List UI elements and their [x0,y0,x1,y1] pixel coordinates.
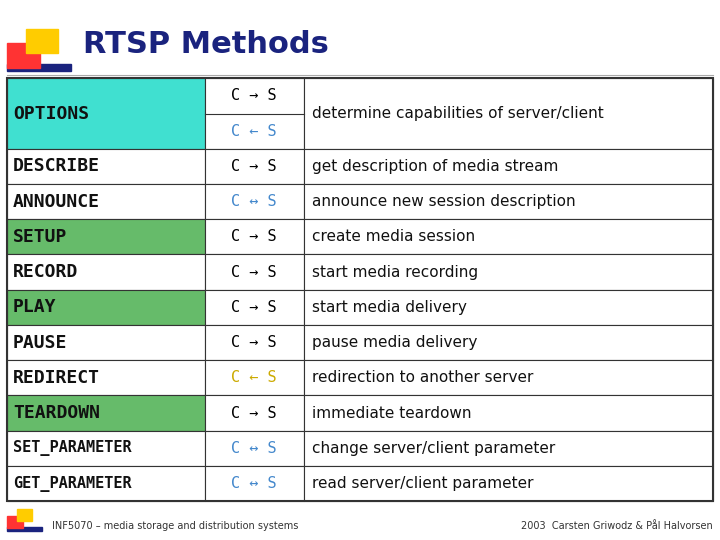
Text: SET_PARAMETER: SET_PARAMETER [13,440,132,456]
Text: C → S: C → S [231,335,277,350]
Text: C → S: C → S [231,265,277,280]
Text: PLAY: PLAY [13,298,56,316]
Bar [304,184,713,219]
Text: announce new session description: announce new session description [312,194,576,209]
Text: C ← S: C ← S [231,124,277,139]
Bar [204,78,304,149]
Text: get description of media stream: get description of media stream [312,159,559,174]
Bar [7,431,204,466]
Bar [7,64,71,71]
Bar [204,325,304,360]
Text: RECORD: RECORD [13,263,78,281]
Bar [304,325,713,360]
Text: RTSP Methods: RTSP Methods [83,30,328,59]
Bar [304,219,713,254]
Text: DESCRIBE: DESCRIBE [13,157,100,176]
Text: TEARDOWN: TEARDOWN [13,404,100,422]
Bar [204,466,304,501]
Text: immediate teardown: immediate teardown [312,406,472,421]
Bar [7,78,204,149]
Bar [204,219,304,254]
Bar [7,290,204,325]
Bar [7,526,42,531]
Text: C ↔ S: C ↔ S [231,476,277,491]
Text: C ↔ S: C ↔ S [231,441,277,456]
Text: 2003  Carsten Griwodz & Pål Halvorsen: 2003 Carsten Griwodz & Pål Halvorsen [521,521,713,531]
Text: C → S: C → S [231,159,277,174]
Bar [7,43,40,68]
Text: C ← S: C ← S [231,370,277,386]
Text: change server/client parameter: change server/client parameter [312,441,555,456]
Bar [204,431,304,466]
Text: create media session: create media session [312,230,475,245]
Bar [304,149,713,184]
Bar [7,254,204,290]
Text: start media recording: start media recording [312,265,478,280]
Text: SETUP: SETUP [13,228,68,246]
Bar [304,254,713,290]
Bar [204,395,304,431]
Text: INF5070 – media storage and distribution systems: INF5070 – media storage and distribution… [52,521,298,531]
Text: determine capabilities of server/client: determine capabilities of server/client [312,106,604,121]
Bar [7,395,204,431]
Bar [26,29,58,53]
Text: PAUSE: PAUSE [13,334,68,352]
Bar [204,184,304,219]
Bar [7,184,204,219]
Bar [304,395,713,431]
Bar [204,360,304,395]
Bar [204,254,304,290]
Text: read server/client parameter: read server/client parameter [312,476,534,491]
Bar [204,149,304,184]
Bar [7,78,713,501]
Bar [17,509,32,521]
Bar [7,325,204,360]
Text: C → S: C → S [231,230,277,245]
Bar [7,466,204,501]
Bar [204,290,304,325]
Bar [7,219,204,254]
Bar [7,149,204,184]
Text: REDIRECT: REDIRECT [13,369,100,387]
Bar [304,466,713,501]
Bar [304,360,713,395]
Text: GET_PARAMETER: GET_PARAMETER [13,476,132,491]
Text: C → S: C → S [231,406,277,421]
Text: redirection to another server: redirection to another server [312,370,534,386]
Text: C → S: C → S [231,300,277,315]
Bar [7,360,204,395]
Bar [304,290,713,325]
Text: ANNOUNCE: ANNOUNCE [13,193,100,211]
Bar [7,516,23,528]
Text: C → S: C → S [231,89,277,104]
Text: OPTIONS: OPTIONS [13,105,89,123]
Bar [304,431,713,466]
Text: start media delivery: start media delivery [312,300,467,315]
Text: C ↔ S: C ↔ S [231,194,277,209]
Bar [304,78,713,149]
Text: pause media delivery: pause media delivery [312,335,477,350]
